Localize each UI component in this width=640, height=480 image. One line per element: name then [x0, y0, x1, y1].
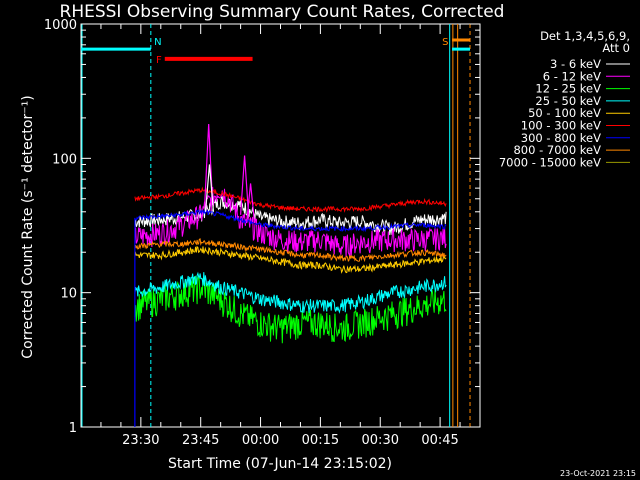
legend-entry-label: 100 - 300 keV: [521, 119, 601, 133]
legend-entry-label: 800 - 7000 keV: [513, 143, 601, 157]
y-tick-label: 10: [60, 287, 77, 302]
legend-entry-label: 3 - 6 keV: [550, 57, 601, 71]
legend-entry-label: 12 - 25 keV: [535, 82, 601, 96]
legend-entry-label: 6 - 12 keV: [543, 69, 601, 83]
plot-area: FN S: [80, 23, 481, 428]
flare-spike-3-6kev: [204, 164, 215, 212]
series-line-2: [134, 275, 447, 344]
marker-label-n: N: [154, 37, 161, 48]
y-axis: 1 10 100 1000: [44, 18, 480, 436]
y-axis-label: Corrected Count Rate (s⁻¹ detector⁻¹): [20, 95, 36, 358]
legend-entry-label: 50 - 100 keV: [528, 106, 601, 120]
footer-timestamp: 23-Oct-2021 23:15: [560, 469, 636, 478]
series-line-3: [134, 271, 447, 314]
x-tick-label: 23:45: [182, 433, 219, 448]
x-tick-label: 00:30: [362, 433, 399, 448]
y-tick-label: 100: [52, 152, 77, 167]
flare-flag-label: F: [156, 55, 162, 66]
legend-entry-label: 300 - 800 keV: [521, 131, 601, 145]
series-line-6: [134, 209, 447, 233]
x-tick-label: 00:00: [242, 433, 279, 448]
chart-title: RHESSI Observing Summary Count Rates, Co…: [60, 2, 505, 22]
legend-entry-label: 25 - 50 keV: [535, 94, 601, 108]
series-line-1: [134, 186, 447, 258]
x-axis-label: Start Time (07-Jun-14 23:15:02): [168, 456, 392, 472]
legend-header-line2: Att 0: [602, 41, 630, 55]
flare-spike-6-12kev: [240, 155, 250, 215]
x-tick-label: 00:15: [302, 433, 339, 448]
legend-header-line1: Det 1,3,4,5,6,9,: [540, 29, 630, 43]
series-line-4: [134, 245, 447, 274]
series-line-7: [134, 238, 447, 263]
flare-spike-6-12kev: [245, 183, 256, 224]
marker-label-s: S: [442, 37, 448, 48]
legend-entry-label: 7000 - 15000 keV: [499, 155, 601, 169]
x-axis: 23:30 23:45 00:00 00:15 00:30 00:45: [100, 24, 461, 448]
y-tick-label: 1000: [44, 18, 77, 33]
x-tick-label: 00:45: [421, 433, 458, 448]
x-tick-label: 23:30: [122, 433, 159, 448]
series-line-5: [134, 186, 447, 213]
y-tick-label: 1: [69, 421, 77, 436]
flare-spike-6-12kev: [204, 124, 214, 205]
